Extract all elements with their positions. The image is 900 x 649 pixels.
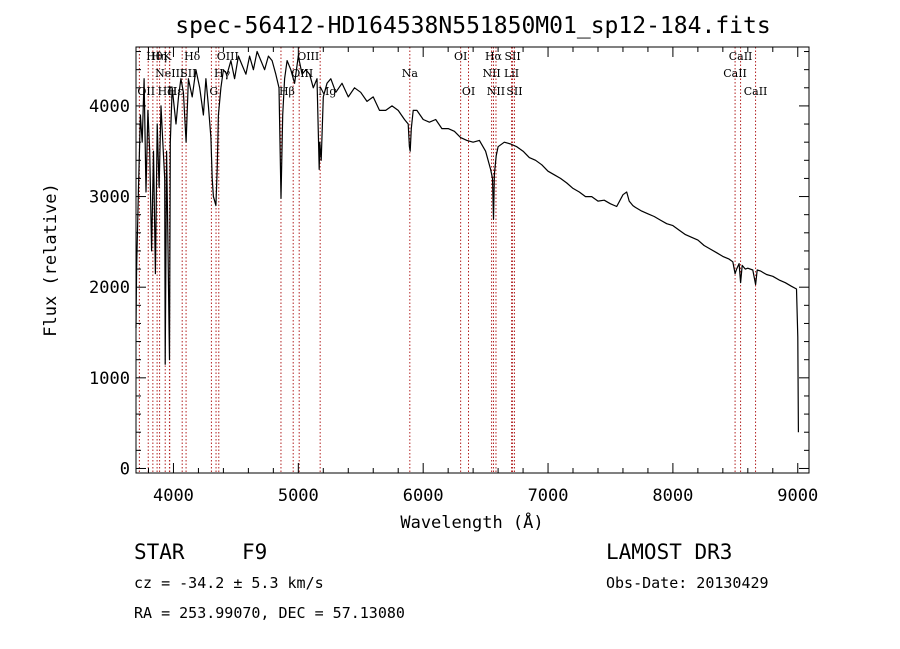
line-label: Hβ	[279, 85, 295, 98]
line-label: Mg	[318, 85, 336, 98]
line-label: SII	[506, 85, 522, 98]
x-tick-label: 4000	[153, 486, 194, 506]
y-tick-label: 4000	[89, 97, 130, 117]
line-label: K	[163, 50, 172, 63]
line-label: CaII	[744, 85, 768, 98]
y-tick-label: 2000	[89, 278, 130, 298]
y-tick-label: 1000	[89, 369, 130, 389]
object-subclass: F9	[242, 540, 268, 564]
line-label: OI	[462, 85, 475, 98]
spectral-line-labels: OIIHθHηNeIIIHζKHHεHδSIIGHγOIIIHβOIIIOIII…	[137, 50, 767, 98]
x-axis-label: Wavelength (Å)	[400, 511, 543, 533]
object-class: STAR	[134, 540, 185, 564]
x-tick-label: 6000	[403, 486, 444, 506]
x-tick-label: 8000	[652, 486, 693, 506]
line-label: Hα	[485, 50, 503, 63]
flux-series-line	[135, 50, 799, 433]
x-tick-label: 7000	[528, 486, 569, 506]
line-label: NII	[487, 85, 505, 98]
x-tick-label: 9000	[777, 486, 818, 506]
y-tick-label: 3000	[89, 188, 130, 208]
line-label: Hζ	[158, 85, 174, 98]
line-label: G	[209, 85, 218, 98]
plot-frame	[135, 46, 810, 474]
line-label: CaII	[723, 67, 747, 80]
line-label: SII	[180, 67, 196, 80]
line-label: OIII	[217, 50, 239, 63]
y-axis: 0 1000 2000 3000 4000	[89, 51, 809, 479]
line-label: Na	[402, 67, 419, 80]
line-label: SII	[504, 50, 520, 63]
line-label: OI	[454, 50, 467, 63]
survey-name: LAMOST DR3	[606, 540, 733, 564]
x-tick-label: 5000	[278, 486, 319, 506]
line-label: NeIII	[155, 67, 184, 80]
line-label: OIII	[297, 50, 319, 63]
coordinates: RA = 253.99070, DEC = 57.13080	[134, 604, 405, 622]
y-axis-label: Flux (relative)	[41, 183, 61, 337]
line-label: OII	[137, 85, 155, 98]
line-label: NII	[482, 67, 500, 80]
spectral-line-markers	[138, 47, 757, 473]
line-label: Hδ	[184, 50, 201, 63]
observation-date: Obs-Date: 20130429	[606, 574, 769, 592]
line-label: LiI	[504, 67, 519, 80]
y-tick-label: 0	[120, 459, 130, 479]
chart-title: spec-56412-HD164538N551850M01_sp12-184.f…	[175, 13, 770, 39]
line-label: Hε	[168, 85, 184, 98]
line-label: CaII	[729, 50, 753, 63]
redshift-velocity: cz = -34.2 ± 5.3 km/s	[134, 574, 324, 592]
line-label: Hθ	[146, 50, 163, 63]
x-axis: 4000 5000 6000 7000 8000 9000	[147, 47, 818, 506]
line-label: Hη	[151, 50, 167, 63]
